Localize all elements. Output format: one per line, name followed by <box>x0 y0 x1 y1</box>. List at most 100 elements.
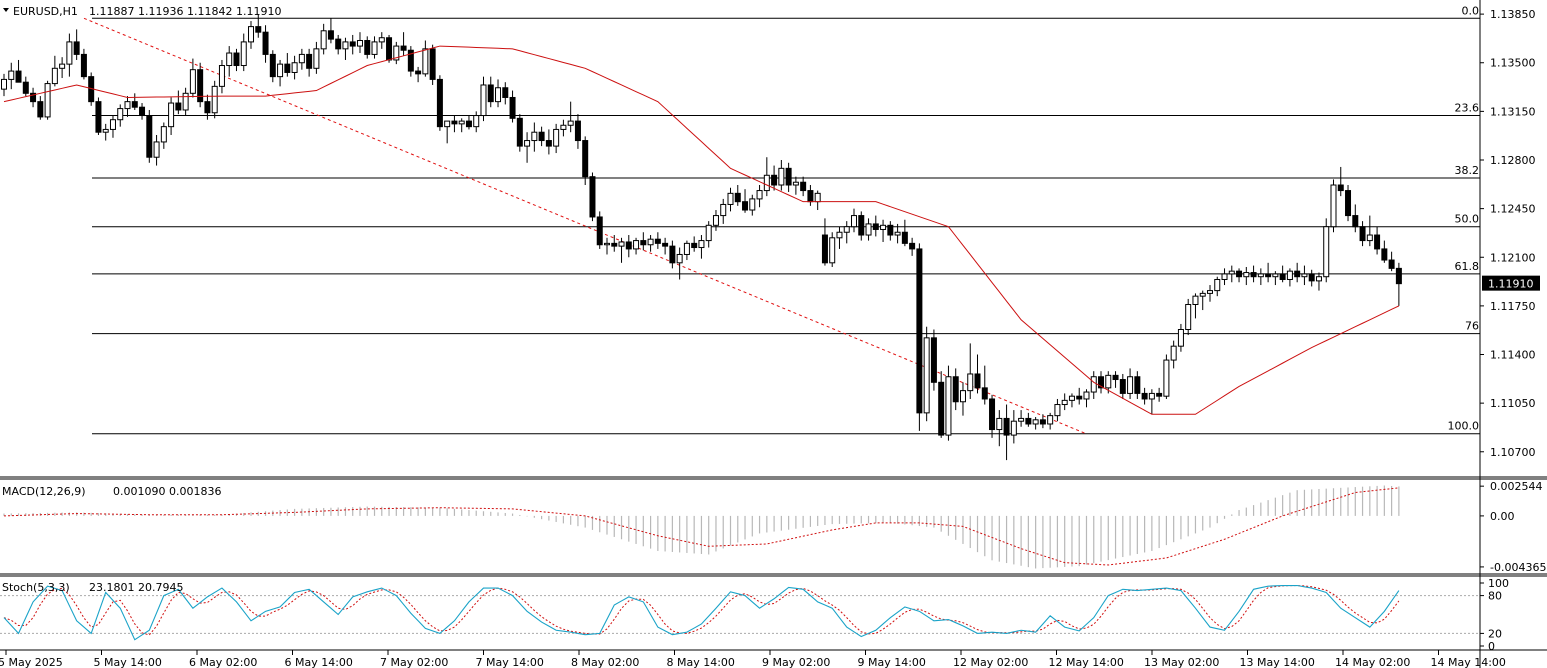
candle-body[interactable] <box>1054 404 1061 417</box>
candle-body[interactable] <box>1025 417 1032 425</box>
candle-body[interactable] <box>618 241 625 247</box>
candle-body[interactable] <box>1170 345 1177 361</box>
candle-body[interactable] <box>872 223 879 230</box>
candle-body[interactable] <box>1228 270 1235 275</box>
candle-body[interactable] <box>298 53 305 64</box>
candle-body[interactable] <box>1214 278 1221 292</box>
candle-body[interactable] <box>996 417 1003 431</box>
candle-body[interactable] <box>698 240 705 249</box>
candle-body[interactable] <box>756 190 763 200</box>
dropdown-triangle-icon[interactable] <box>3 8 9 12</box>
candle-body[interactable] <box>1061 399 1068 406</box>
candle-body[interactable] <box>1199 292 1206 297</box>
candle-body[interactable] <box>1381 248 1388 261</box>
candle-body[interactable] <box>1003 417 1010 436</box>
candle-body[interactable] <box>1119 379 1126 394</box>
candle-body[interactable] <box>1112 374 1119 381</box>
candle-body[interactable] <box>153 141 160 158</box>
candle-body[interactable] <box>785 167 792 186</box>
candle-body[interactable] <box>858 215 865 236</box>
candle-body[interactable] <box>269 53 276 78</box>
candle-body[interactable] <box>66 41 73 65</box>
candle-body[interactable] <box>356 40 363 47</box>
candle-body[interactable] <box>109 119 116 130</box>
candle-body[interactable] <box>378 37 385 43</box>
candle-body[interactable] <box>647 238 654 246</box>
candle-body[interactable] <box>1206 290 1213 294</box>
candle-body[interactable] <box>1250 272 1257 278</box>
candle-body[interactable] <box>1010 420 1017 436</box>
candle-body[interactable] <box>422 48 429 75</box>
candle-body[interactable] <box>8 70 15 80</box>
candle-body[interactable] <box>1279 273 1286 280</box>
candle-body[interactable] <box>197 69 204 103</box>
candle-body[interactable] <box>327 30 334 40</box>
candle-body[interactable] <box>887 224 894 236</box>
candle-body[interactable] <box>189 69 196 94</box>
candle-body[interactable] <box>313 48 320 69</box>
candle-body[interactable] <box>284 63 291 73</box>
candle-body[interactable] <box>771 174 778 186</box>
candle-body[interactable] <box>545 140 552 147</box>
candle-body[interactable] <box>763 174 770 192</box>
candle-body[interactable] <box>124 101 131 110</box>
candle-body[interactable] <box>160 126 167 143</box>
candle-body[interactable] <box>1243 272 1250 278</box>
candle-body[interactable] <box>843 226 850 233</box>
candle-body[interactable] <box>1068 395 1075 401</box>
candle-body[interactable] <box>1221 273 1228 280</box>
candle-body[interactable] <box>807 190 814 203</box>
candle-body[interactable] <box>502 87 509 98</box>
candle-body[interactable] <box>1039 419 1046 425</box>
candle-body[interactable] <box>662 242 669 247</box>
candle-body[interactable] <box>458 120 465 125</box>
candle-body[interactable] <box>792 181 799 186</box>
candle-body[interactable] <box>1257 273 1264 278</box>
candle-body[interactable] <box>480 84 487 117</box>
candle-body[interactable] <box>945 376 952 436</box>
candle-body[interactable] <box>916 248 923 414</box>
candle-body[interactable] <box>712 215 719 226</box>
candle-body[interactable] <box>73 41 80 55</box>
candle-body[interactable] <box>1286 270 1293 280</box>
candle-body[interactable] <box>1236 270 1243 278</box>
candle-body[interactable] <box>117 108 124 121</box>
candle-body[interactable] <box>1366 234 1373 242</box>
candle-body[interactable] <box>131 101 138 108</box>
stochastic-panel[interactable] <box>0 584 1480 641</box>
candle-body[interactable] <box>596 216 603 246</box>
candle-body[interactable] <box>669 245 676 264</box>
candle-body[interactable] <box>465 120 472 128</box>
candle-body[interactable] <box>640 240 647 246</box>
candle-body[interactable] <box>1301 273 1308 278</box>
candle-body[interactable] <box>582 140 589 178</box>
candle-body[interactable] <box>233 52 240 67</box>
candle-body[interactable] <box>1359 226 1366 242</box>
candle-body[interactable] <box>742 201 749 211</box>
candle-body[interactable] <box>611 242 618 247</box>
candle-body[interactable] <box>1018 417 1025 422</box>
macd-panel[interactable] <box>3 485 1400 569</box>
candle-body[interactable] <box>1047 415 1054 425</box>
candle-body[interactable] <box>1090 376 1097 393</box>
candle-body[interactable] <box>938 381 945 436</box>
candle-body[interactable] <box>524 140 531 147</box>
candle-body[interactable] <box>574 120 581 142</box>
candle-body[interactable] <box>603 242 610 246</box>
candle-body[interactable] <box>429 48 436 80</box>
candle-body[interactable] <box>218 65 225 87</box>
candle-body[interactable] <box>727 192 734 205</box>
candle-body[interactable] <box>851 215 858 228</box>
candle-body[interactable] <box>37 101 44 118</box>
candle-body[interactable] <box>967 373 974 392</box>
candle-body[interactable] <box>1 78 7 90</box>
candle-body[interactable] <box>880 224 887 230</box>
candle-body[interactable] <box>1337 184 1344 192</box>
candle-body[interactable] <box>102 128 109 133</box>
candle-body[interactable] <box>567 120 574 126</box>
candle-body[interactable] <box>691 242 698 249</box>
candle-body[interactable] <box>676 253 683 264</box>
candle-body[interactable] <box>836 231 843 239</box>
candle-body[interactable] <box>1134 376 1141 394</box>
candle-body[interactable] <box>226 52 233 67</box>
